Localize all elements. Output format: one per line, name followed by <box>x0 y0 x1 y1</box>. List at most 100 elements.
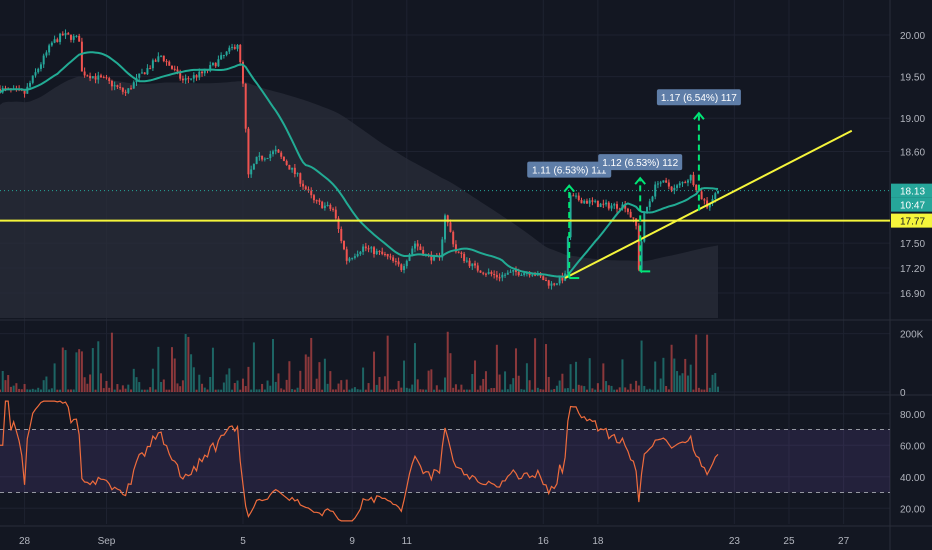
candle-body-132[interactable] <box>359 251 362 255</box>
candle-body-201[interactable] <box>547 280 550 286</box>
candle-body-104[interactable] <box>282 156 285 161</box>
candle-body-103[interactable] <box>280 152 283 157</box>
candle-body-74[interactable] <box>201 71 204 74</box>
candle-body-35[interactable] <box>94 76 97 80</box>
candle-body-175[interactable] <box>476 265 479 271</box>
candle-body-113[interactable] <box>307 189 310 191</box>
rsi-pane[interactable] <box>0 400 890 522</box>
candle-body-251[interactable] <box>684 182 687 184</box>
candle-body-13[interactable] <box>34 72 37 76</box>
candle-body-152[interactable] <box>413 243 416 249</box>
candle-body-202[interactable] <box>550 283 553 286</box>
candle-body-143[interactable] <box>389 256 392 258</box>
candle-body-140[interactable] <box>381 251 384 254</box>
candle-body-73[interactable] <box>198 71 201 78</box>
candle-body-54[interactable] <box>146 68 149 75</box>
candle-body-24[interactable] <box>64 33 67 36</box>
candle-body-49[interactable] <box>132 82 135 89</box>
candle-body-41[interactable] <box>110 80 113 87</box>
candle-body-107[interactable] <box>291 167 294 170</box>
candle-body-258[interactable] <box>703 199 706 201</box>
candle-body-164[interactable] <box>446 215 449 223</box>
candle-body-215[interactable] <box>585 200 588 204</box>
candle-body-187[interactable] <box>509 271 512 273</box>
candle-body-33[interactable] <box>89 75 92 79</box>
candle-body-67[interactable] <box>181 78 184 81</box>
candle-body-242[interactable] <box>659 182 662 184</box>
candle-body-30[interactable] <box>80 41 83 72</box>
candle-body-199[interactable] <box>542 276 545 281</box>
candle-body-184[interactable] <box>501 274 504 278</box>
candle-body-130[interactable] <box>353 256 356 258</box>
candle-body-223[interactable] <box>607 202 610 209</box>
candle-body-64[interactable] <box>173 68 176 70</box>
candle-body-142[interactable] <box>386 254 389 257</box>
candle-body-218[interactable] <box>594 200 597 202</box>
candle-body-110[interactable] <box>299 173 302 184</box>
candle-body-42[interactable] <box>113 85 116 87</box>
candle-body-114[interactable] <box>310 190 313 196</box>
candle-body-12[interactable] <box>31 75 34 83</box>
candle-body-9[interactable] <box>23 90 26 94</box>
candle-body-94[interactable] <box>255 156 258 164</box>
candle-body-173[interactable] <box>471 263 474 267</box>
candle-body-139[interactable] <box>378 250 381 252</box>
candle-body-111[interactable] <box>302 183 305 187</box>
candle-body-44[interactable] <box>119 86 122 88</box>
candle-body-119[interactable] <box>323 205 326 209</box>
candle-body-26[interactable] <box>69 34 72 40</box>
candle-body-239[interactable] <box>651 196 654 202</box>
candle-body-75[interactable] <box>203 69 206 74</box>
candle-body-159[interactable] <box>433 255 436 261</box>
candle-body-169[interactable] <box>460 252 463 254</box>
candle-body-14[interactable] <box>37 68 40 73</box>
candle-body-237[interactable] <box>646 207 649 212</box>
candle-body-40[interactable] <box>108 78 111 81</box>
candle-body-150[interactable] <box>408 254 411 261</box>
candle-body-23[interactable] <box>61 33 64 36</box>
candle-body-144[interactable] <box>392 257 395 261</box>
candle-body-22[interactable] <box>59 33 62 42</box>
candle-body-240[interactable] <box>654 184 657 197</box>
candle-body-229[interactable] <box>624 204 627 209</box>
candle-body-190[interactable] <box>517 271 520 276</box>
candle-body-120[interactable] <box>326 204 329 206</box>
candle-body-182[interactable] <box>495 274 498 278</box>
volume-pane[interactable] <box>0 331 720 392</box>
candle-body-260[interactable] <box>708 203 711 208</box>
candle-body-178[interactable] <box>484 273 487 275</box>
candle-body-231[interactable] <box>629 211 632 218</box>
candle-body-174[interactable] <box>474 263 477 266</box>
candle-body-238[interactable] <box>648 201 651 208</box>
candle-body-84[interactable] <box>228 47 231 52</box>
candle-body-106[interactable] <box>288 164 291 170</box>
measure-annotation-0[interactable]: 1.11 (6.53%) 111 <box>527 161 612 280</box>
candle-body-250[interactable] <box>681 182 684 184</box>
candle-body-134[interactable] <box>364 246 367 249</box>
candle-body-208[interactable] <box>566 237 569 274</box>
candle-body-91[interactable] <box>247 128 250 175</box>
candle-body-83[interactable] <box>225 51 228 55</box>
candle-body-90[interactable] <box>244 83 247 129</box>
candle-body-59[interactable] <box>160 55 163 57</box>
candle-body-245[interactable] <box>667 182 670 187</box>
candle-body-2[interactable] <box>4 88 7 90</box>
candle-body-217[interactable] <box>591 200 594 202</box>
candle-body-96[interactable] <box>261 155 264 160</box>
candle-body-127[interactable] <box>345 249 348 261</box>
candle-body-224[interactable] <box>610 205 613 209</box>
candle-body-263[interactable] <box>717 190 720 194</box>
candle-body-145[interactable] <box>394 260 397 262</box>
candle-body-226[interactable] <box>615 204 618 209</box>
candle-body-81[interactable] <box>220 55 223 60</box>
candle-body-29[interactable] <box>78 35 81 42</box>
candle-body-69[interactable] <box>187 78 190 80</box>
candle-body-65[interactable] <box>176 69 179 72</box>
candle-body-236[interactable] <box>643 211 646 242</box>
candle-body-52[interactable] <box>140 72 143 74</box>
candle-body-222[interactable] <box>605 202 608 205</box>
candle-body-204[interactable] <box>555 283 558 285</box>
candle-body-213[interactable] <box>580 200 583 204</box>
candle-body-235[interactable] <box>640 241 643 270</box>
